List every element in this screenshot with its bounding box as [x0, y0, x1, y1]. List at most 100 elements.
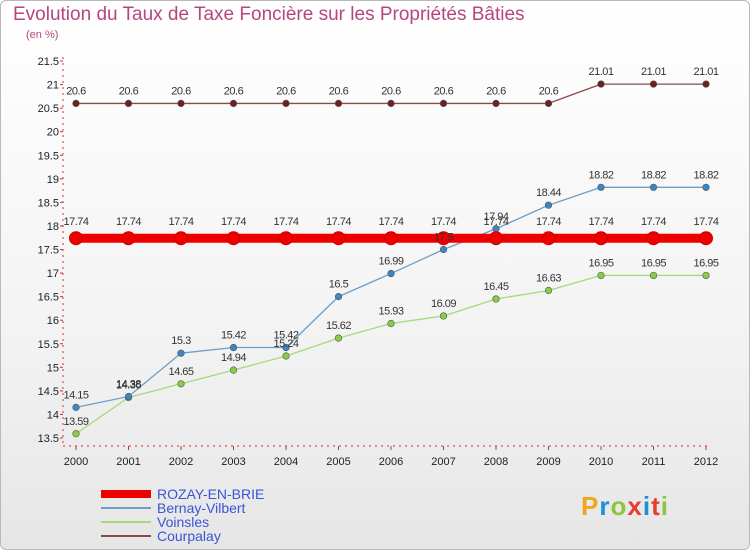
- data-label: 21.01: [588, 66, 613, 78]
- data-point: [436, 231, 451, 246]
- y-tick-label: 16.5: [38, 292, 59, 304]
- y-tick-label: 17.5: [38, 245, 59, 257]
- data-label: 20.6: [434, 85, 454, 97]
- x-tick-label: 2001: [116, 456, 140, 468]
- data-label: 16.95: [693, 257, 718, 269]
- data-label: 14.38: [116, 379, 141, 391]
- data-point: [124, 99, 133, 108]
- data-point: [387, 319, 395, 328]
- data-label: 20.6: [539, 85, 559, 97]
- data-point: [649, 183, 658, 191]
- data-label: 17.74: [431, 216, 456, 228]
- x-tick-label: 2008: [484, 456, 508, 468]
- x-tick-label: 2009: [536, 456, 560, 468]
- legend-label: ROZAY-EN-BRIE: [157, 486, 265, 502]
- data-point: [439, 312, 448, 320]
- legend-label: Courpalay: [157, 528, 221, 544]
- data-point: [702, 183, 710, 191]
- data-point: [177, 380, 185, 388]
- legend-swatch: [101, 535, 151, 537]
- data-point: [646, 231, 661, 246]
- data-point: [699, 231, 713, 246]
- y-tick-label: 18: [47, 221, 59, 233]
- data-point: [282, 99, 290, 108]
- x-tick-label: 2005: [326, 456, 350, 468]
- data-label: 17.74: [221, 216, 246, 228]
- x-tick-label: 2007: [431, 456, 455, 468]
- legend-label: Bernay-Vilbert: [157, 500, 246, 516]
- data-label: 15.62: [326, 320, 351, 332]
- chart-title: Evolution du Taux de Taxe Foncière sur l…: [13, 4, 525, 25]
- x-tick-label: 2000: [64, 456, 88, 468]
- data-point: [229, 99, 238, 108]
- y-tick-label: 13.5: [38, 433, 59, 445]
- logo-letter: i: [642, 491, 652, 521]
- legend-item: ROZAY-EN-BRIE: [101, 487, 264, 501]
- data-label: 17.74: [641, 216, 666, 228]
- proxiti-logo: Proxiti: [581, 491, 669, 522]
- logo-letter: t: [651, 491, 661, 521]
- data-point: [334, 99, 343, 108]
- data-point: [226, 231, 241, 246]
- data-label: 16.09: [431, 298, 456, 310]
- data-point: [489, 231, 503, 246]
- y-tick-label: 21: [47, 80, 59, 92]
- y-tick-label: 14: [47, 409, 59, 421]
- data-point: [72, 430, 80, 438]
- data-point: [121, 231, 136, 246]
- data-point: [229, 343, 238, 352]
- data-point: [72, 403, 80, 411]
- data-label: 20.6: [381, 85, 401, 97]
- data-point: [387, 99, 395, 108]
- legend-label: Voinsles: [157, 514, 210, 530]
- y-tick-label: 19.5: [38, 150, 59, 162]
- y-tick-label: 15.5: [38, 339, 59, 351]
- data-label: 16.95: [641, 257, 666, 269]
- data-point: [177, 99, 185, 108]
- data-point: [279, 231, 293, 246]
- data-label: 15.42: [221, 330, 246, 342]
- data-label: 17.74: [273, 216, 298, 228]
- y-tick-label: 15: [47, 362, 59, 374]
- data-label: 17.5: [434, 232, 454, 244]
- x-tick-label: 2011: [642, 456, 666, 468]
- data-label: 21.01: [693, 66, 718, 78]
- logo-letter: x: [627, 491, 643, 521]
- data-label: 20.6: [486, 85, 506, 97]
- data-label: 17.94: [483, 211, 508, 223]
- data-label: 17.74: [588, 216, 613, 228]
- data-label: 17.74: [326, 216, 351, 228]
- data-label: 15.42: [273, 330, 298, 342]
- y-tick-label: 19: [47, 174, 59, 186]
- data-label: 17.74: [536, 216, 561, 228]
- data-point: [331, 231, 346, 246]
- logo-letter: r: [599, 491, 611, 521]
- data-point: [597, 183, 605, 191]
- data-label: 17.74: [168, 216, 193, 228]
- data-point: [544, 201, 553, 209]
- y-tick-label: 17: [47, 268, 59, 280]
- data-label: 20.6: [224, 85, 244, 97]
- logo-letter: i: [660, 491, 669, 521]
- y-tick-label: 18.5: [38, 197, 59, 209]
- data-label: 21.01: [641, 66, 666, 78]
- y-tick-label: 16: [47, 315, 59, 327]
- chart-subtitle: (en %): [26, 29, 59, 41]
- data-point: [541, 231, 556, 246]
- data-label: 16.5: [329, 279, 349, 291]
- data-point: [492, 295, 500, 303]
- data-point: [177, 349, 185, 357]
- y-tick-label: 20: [47, 127, 59, 139]
- data-point: [387, 269, 395, 278]
- data-label: 15.3: [171, 335, 191, 347]
- data-label: 18.44: [536, 187, 561, 199]
- data-label: 14.15: [63, 389, 88, 401]
- data-point: [282, 352, 290, 360]
- legend-item: Voinsles: [101, 515, 264, 529]
- data-point: [594, 231, 608, 246]
- y-tick-label: 20.5: [38, 103, 59, 115]
- data-label: 16.45: [483, 281, 508, 293]
- data-label: 16.95: [588, 257, 613, 269]
- data-point: [544, 286, 553, 295]
- data-point: [649, 80, 658, 88]
